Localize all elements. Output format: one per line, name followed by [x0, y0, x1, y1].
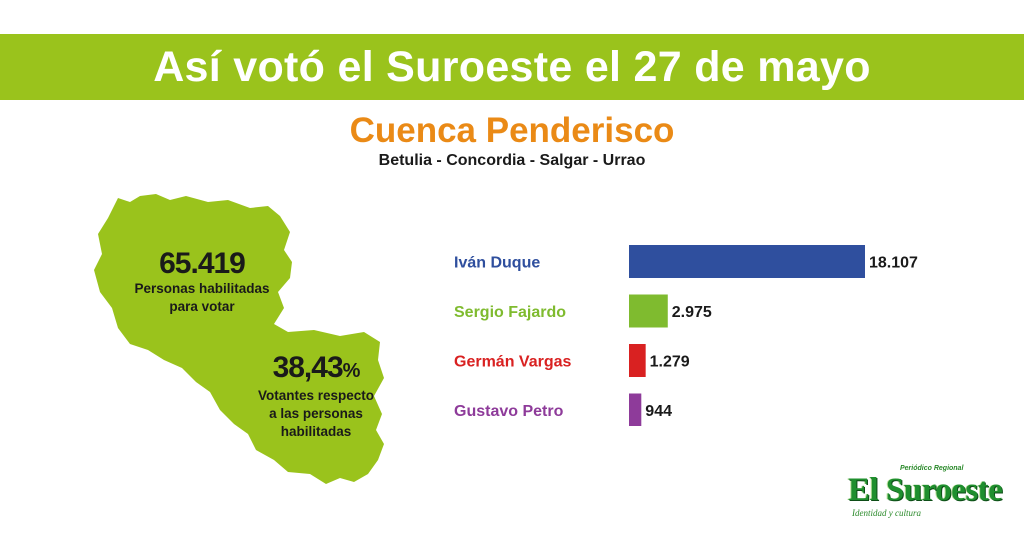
habilitados-value: 65.419: [159, 247, 246, 280]
habilitados-label-line2: para votar: [169, 299, 235, 314]
bar: [629, 245, 865, 278]
bar: [629, 344, 646, 377]
participacion-unit: %: [342, 360, 361, 382]
page-title: Así votó el Suroeste el 27 de mayo: [153, 42, 871, 91]
municipios-list: Betulia - Concordia - Salgar - Urrao: [378, 152, 646, 169]
participacion-value: 38,43: [272, 351, 344, 384]
logo-tagline: Identidad y cultura: [852, 508, 921, 518]
bar-value-label: 18.107: [869, 255, 918, 272]
participacion-label-line2: a las personas: [269, 406, 363, 421]
bar-value-label: 2.975: [672, 304, 712, 321]
region-map-shape: [94, 194, 384, 484]
el-suroeste-logo: Periódico Regional El Suroeste Identidad…: [846, 462, 1006, 524]
habilitados-label-line1: Personas habilitadas: [134, 281, 270, 296]
bar-category-label: Gustavo Petro: [454, 403, 564, 420]
participacion-stat: 38,43% Votantes respecto a las personas …: [236, 352, 396, 441]
habilitados-stat: 65.419 Personas habilitadas para votar: [122, 248, 282, 316]
bar-value-label: 944: [645, 403, 672, 420]
bar-category-label: Germán Vargas: [454, 354, 572, 371]
bar: [629, 393, 642, 426]
participacion-label-line3: habilitadas: [280, 424, 352, 439]
votes-bar-chart: Iván Duque 18.107 Sergio Fajardo 2.975 Germá…: [430, 236, 970, 426]
bar-category-label: Iván Duque: [454, 255, 540, 272]
bar: [629, 294, 668, 328]
participacion-label-line1: Votantes respecto: [257, 388, 375, 403]
logo-main-text: El Suroeste: [848, 472, 1003, 508]
bar-value-label: 1.279: [650, 354, 690, 371]
title-banner: Así votó el Suroeste el 27 de mayo: [0, 34, 1024, 100]
participacion-value-row: 38,43%: [236, 352, 396, 387]
logo-small-text: Periódico Regional: [900, 465, 964, 472]
bar-category-label: Sergio Fajardo: [454, 304, 566, 321]
region-subtitle: Cuenca Penderisco: [349, 111, 675, 150]
votes-bar-chart-svg: Iván Duque 18.107 Sergio Fajardo 2.975 Germá…: [454, 245, 918, 426]
